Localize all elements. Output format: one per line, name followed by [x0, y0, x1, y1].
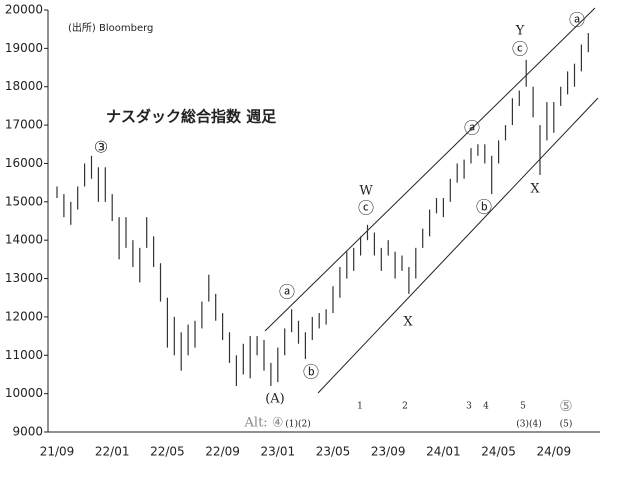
- source: (出所) Bloomberg: [68, 21, 153, 34]
- y-tick-label: 9000: [12, 425, 43, 439]
- y-tick-label: 16000: [5, 156, 43, 170]
- x-tick-label: 21/09: [40, 445, 75, 459]
- y-tick-label: 17000: [5, 118, 43, 132]
- wave-label: 2: [402, 402, 408, 412]
- wave-label: ⑤: [559, 397, 572, 415]
- y-tick-label: 12000: [5, 309, 43, 323]
- wave-label: (5): [560, 419, 573, 430]
- y-tick-label: 14000: [5, 233, 43, 247]
- x-tick-label: 23/09: [371, 445, 406, 459]
- wave-label: 1: [357, 402, 363, 412]
- wave-label: ③: [94, 138, 108, 157]
- x-tick-label: 23/01: [261, 445, 296, 459]
- wave-label: X: [403, 315, 413, 330]
- x-tick-label: 22/09: [205, 445, 240, 459]
- y-tick-label: 20000: [5, 3, 43, 17]
- y-tick-label: 18000: [5, 79, 43, 93]
- x-tick-label: 22/05: [150, 445, 185, 459]
- channel-upper: [264, 7, 596, 332]
- wave-label: 3: [466, 402, 472, 412]
- y-tick-label: 15000: [5, 194, 43, 208]
- chart-title: ナスダック総合指数 週足: [106, 108, 277, 126]
- y-tick-label: 19000: [5, 41, 43, 55]
- wave-label: (1)(2): [285, 419, 311, 430]
- wave-label: X: [530, 182, 540, 197]
- wave-label: Y: [515, 24, 525, 39]
- wave-label: ⓑ: [303, 363, 319, 382]
- wave-label: ⓒ: [358, 199, 374, 218]
- x-tick-label: 23/05: [316, 445, 351, 459]
- x-tick-label: 24/05: [481, 445, 516, 459]
- wave-label: (3)(4): [516, 419, 542, 430]
- y-tick-label: 13000: [5, 271, 43, 285]
- x-tick-label: 22/01: [95, 445, 130, 459]
- wave-label: (A): [265, 392, 285, 407]
- y-tick-label: 10000: [5, 386, 43, 400]
- x-tick-label: 24/09: [537, 445, 572, 459]
- wave-label: ⓒ: [512, 40, 528, 59]
- y-tick-label: 11000: [5, 348, 43, 362]
- wave-label: ⓑ: [476, 198, 492, 217]
- channel-lower: [317, 97, 599, 394]
- wave-label: ⓐ: [569, 11, 585, 30]
- wave-label: W: [359, 184, 373, 199]
- wave-label: ⓐ: [464, 119, 480, 138]
- wave-label: 5: [520, 402, 526, 412]
- x-tick-label: 24/01: [426, 445, 461, 459]
- alt-label: Alt: ④: [244, 416, 284, 431]
- wave-label: ⓐ: [279, 283, 295, 302]
- wave-label: 4: [483, 402, 489, 412]
